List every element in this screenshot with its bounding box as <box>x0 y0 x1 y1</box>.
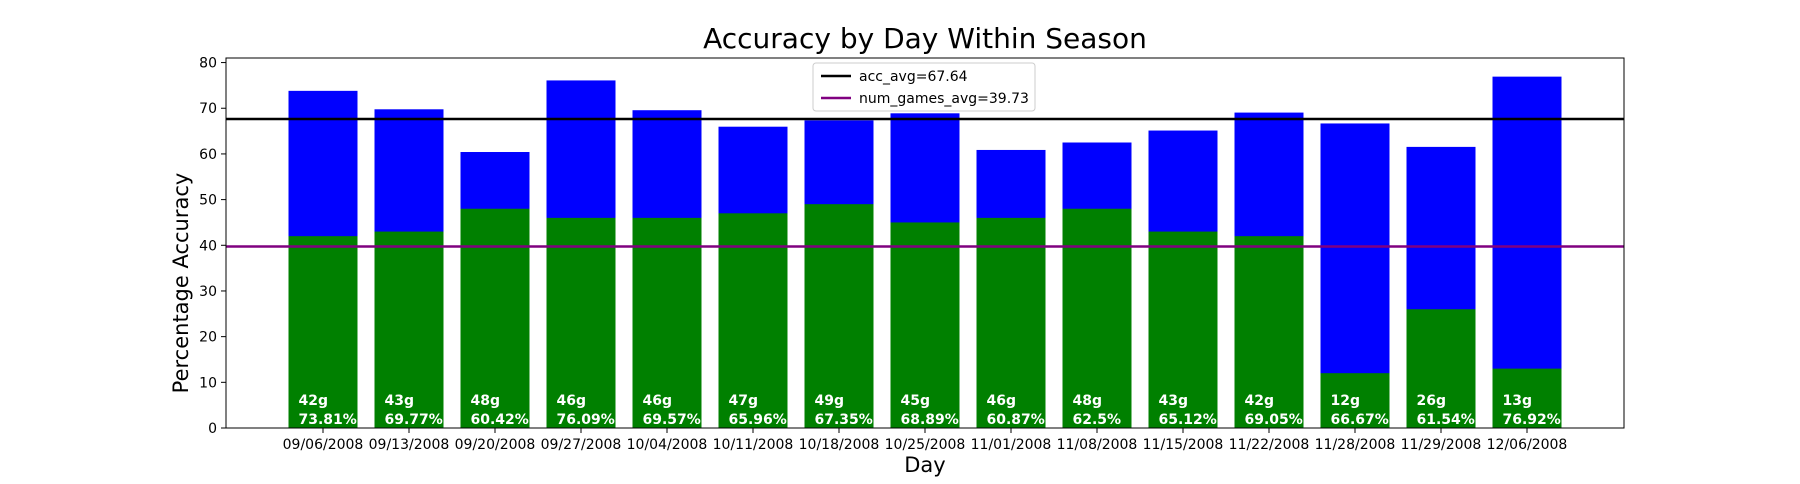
y-tick-label: 70 <box>199 101 217 117</box>
games-bar <box>718 213 788 428</box>
bar-label-accuracy: 60.42% <box>471 412 529 428</box>
x-tick-label: 11/29/2008 <box>1401 437 1482 453</box>
bars-layer <box>288 76 1562 429</box>
y-tick-label: 20 <box>199 330 217 346</box>
y-tick-label: 30 <box>199 284 217 300</box>
bar-label-games: 46g <box>643 393 673 409</box>
games-bar <box>804 204 874 428</box>
y-tick-label: 10 <box>199 375 217 391</box>
x-tick-label: 10/11/2008 <box>713 437 794 453</box>
x-tick-label: 11/15/2008 <box>1143 437 1224 453</box>
x-tick-label: 11/01/2008 <box>971 437 1052 453</box>
games-bar <box>546 217 616 428</box>
x-tick-label: 11/28/2008 <box>1315 437 1396 453</box>
bar-label-games: 42g <box>1245 393 1275 409</box>
legend-box <box>812 62 1036 112</box>
bar-labels-layer: 42g 73.81% 43g 69.77% 48g 60.42% 46g 76.09% 46g 6… <box>299 393 1561 428</box>
y-tick-label: 80 <box>199 56 217 72</box>
y-tick-label: 50 <box>199 193 217 209</box>
bar-label-accuracy: 69.05% <box>1245 412 1303 428</box>
bar-label-games: 13g <box>1503 393 1533 409</box>
games-bar <box>1234 236 1304 428</box>
games-bar <box>374 231 444 428</box>
x-tick-label: 10/04/2008 <box>627 437 708 453</box>
x-tick-label: 10/25/2008 <box>885 437 966 453</box>
legend-label: acc_avg=67.64 <box>859 69 968 85</box>
x-axis-ticks: 09/06/2008 09/13/2008 09/20/2008 09/27/2008… <box>283 428 1568 453</box>
x-tick-label: 09/13/2008 <box>369 437 450 453</box>
games-bar <box>976 217 1046 428</box>
bar-label-accuracy: 68.89% <box>901 412 959 428</box>
bar-label-games: 46g <box>987 393 1017 409</box>
bar-label-accuracy: 61.54% <box>1417 412 1475 428</box>
y-axis-ticks: 0 10 20 30 40 50 60 70 80 <box>199 56 226 437</box>
bar-label-accuracy: 69.57% <box>643 412 701 428</box>
bar-label-accuracy: 73.81% <box>299 412 357 428</box>
y-axis-label: Percentage Accuracy <box>169 173 193 394</box>
legend: acc_avg=67.64 num_games_avg=39.73 <box>812 62 1036 112</box>
bar-label-accuracy: 65.12% <box>1159 412 1217 428</box>
bar-label-accuracy: 69.77% <box>385 412 443 428</box>
games-bar <box>288 236 358 428</box>
x-tick-label: 11/08/2008 <box>1057 437 1138 453</box>
bar-label-accuracy: 62.5% <box>1073 412 1122 428</box>
games-bar <box>1406 309 1476 428</box>
y-tick-label: 60 <box>199 147 217 163</box>
games-bar <box>1320 373 1390 428</box>
bar-label-accuracy: 60.87% <box>987 412 1045 428</box>
y-tick-label: 40 <box>199 238 217 254</box>
bar-label-games: 49g <box>815 393 845 409</box>
x-tick-label: 11/22/2008 <box>1229 437 1310 453</box>
bar-label-accuracy: 76.92% <box>1503 412 1561 428</box>
y-tick-label: 0 <box>208 421 217 437</box>
games-bar <box>632 217 702 428</box>
bar-label-games: 43g <box>385 393 415 409</box>
legend-label: num_games_avg=39.73 <box>859 91 1029 107</box>
x-tick-label: 09/27/2008 <box>541 437 622 453</box>
chart-title: Accuracy by Day Within Season <box>703 22 1147 55</box>
bar-label-games: 12g <box>1331 393 1361 409</box>
bar-label-games: 46g <box>557 393 587 409</box>
x-axis-label: Day <box>904 453 945 477</box>
x-tick-label: 10/18/2008 <box>799 437 880 453</box>
bar-label-games: 45g <box>901 393 931 409</box>
games-bar <box>890 222 960 428</box>
bar-label-accuracy: 66.67% <box>1331 412 1389 428</box>
x-tick-label: 09/06/2008 <box>283 437 364 453</box>
games-bar <box>1492 368 1562 428</box>
x-tick-label: 12/06/2008 <box>1487 437 1568 453</box>
games-bar <box>1148 231 1218 428</box>
bar-label-games: 48g <box>1073 393 1103 409</box>
bar-label-games: 47g <box>729 393 759 409</box>
bar-label-accuracy: 76.09% <box>557 412 615 428</box>
bar-label-accuracy: 65.96% <box>729 412 787 428</box>
reference-lines-layer <box>226 117 1624 248</box>
bar-label-accuracy: 67.35% <box>815 412 873 428</box>
bar-label-games: 43g <box>1159 393 1189 409</box>
bar-label-games: 42g <box>299 393 329 409</box>
x-tick-label: 09/20/2008 <box>455 437 536 453</box>
bar-label-games: 26g <box>1417 393 1447 409</box>
bar-label-games: 48g <box>471 393 501 409</box>
